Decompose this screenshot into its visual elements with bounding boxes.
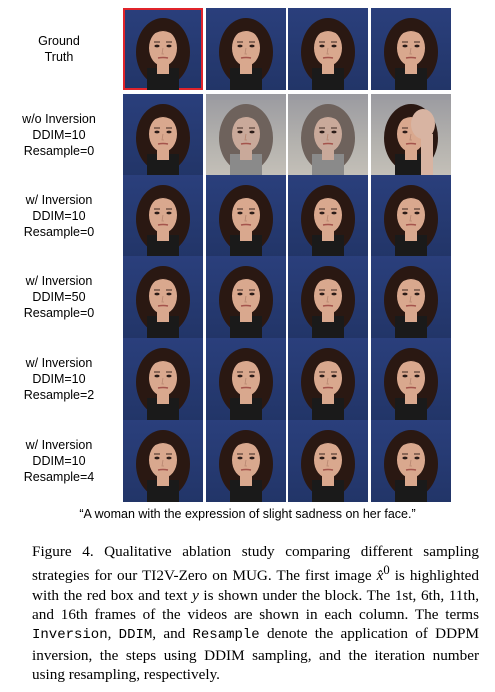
- row-label-line: w/ Inversion: [25, 274, 93, 288]
- video-frame-image: [288, 175, 368, 257]
- row-label: w/ Inversion DDIM=50 Resample=0: [0, 256, 118, 338]
- row-label-line: w/ Inversion: [25, 356, 93, 370]
- video-frame-image: [371, 256, 451, 338]
- row-label: w/ Inversion DDIM=10 Resample=2: [0, 338, 118, 420]
- row-label-line: DDIM=10: [32, 372, 86, 386]
- figure-row: Ground Truth: [0, 8, 495, 90]
- row-label: Ground Truth: [0, 8, 118, 90]
- figure-row: w/ Inversion DDIM=10 Resample=2: [0, 338, 495, 420]
- caption-var-x: x̂: [376, 567, 384, 585]
- video-frame-image: [288, 420, 368, 502]
- row-label-line: DDIM=10: [32, 454, 86, 468]
- row-label-line: w/ Inversion: [25, 438, 93, 452]
- video-frame-image: [371, 338, 451, 420]
- caption-term-resample: Resample: [192, 627, 260, 644]
- caption-part: , and: [152, 625, 193, 643]
- figure-row: w/ Inversion DDIM=10 Resample=4: [0, 420, 495, 502]
- caption-part: is highlighted with the red box and text: [32, 567, 479, 604]
- row-label-line: DDIM=10: [32, 128, 86, 142]
- caption-part: is shown under the block. The 1st, 6th, …: [32, 586, 479, 623]
- video-frame-image: [206, 420, 286, 502]
- video-frame-image: [288, 8, 368, 90]
- caption-term-ddim: DDIM: [118, 627, 153, 644]
- caption-part: Figure 4. Qualitative ablation study com…: [32, 543, 479, 585]
- caption-sup: 0: [383, 563, 390, 578]
- figure-caption: Figure 4. Qualitative ablation study com…: [32, 542, 479, 684]
- row-label-line: DDIM=50: [32, 290, 86, 304]
- video-frame-image: [123, 420, 203, 502]
- figure-row: w/o Inversion DDIM=10 Resample=0: [0, 94, 495, 176]
- row-label-line: DDIM=10: [32, 209, 86, 223]
- row-label: w/ Inversion DDIM=10 Resample=0: [0, 175, 118, 257]
- row-label: w/o Inversion DDIM=10 Resample=0: [0, 94, 118, 176]
- row-label-line: Resample=2: [23, 388, 95, 402]
- video-frame-image: [371, 420, 451, 502]
- video-frame-image: [206, 338, 286, 420]
- row-label-line: Ground: [38, 34, 80, 48]
- caption-part: ,: [107, 625, 119, 643]
- video-frame-image: [123, 94, 203, 176]
- video-frame-image: [206, 256, 286, 338]
- figure-row: w/ Inversion DDIM=50 Resample=0: [0, 256, 495, 338]
- row-label: w/ Inversion DDIM=10 Resample=4: [0, 420, 118, 502]
- video-frame-image: [288, 94, 368, 176]
- caption-term-inversion: Inversion: [32, 627, 108, 644]
- row-label-line: w/o Inversion: [22, 112, 96, 126]
- video-frame-image: [288, 256, 368, 338]
- figure-row: w/ Inversion DDIM=10 Resample=0: [0, 175, 495, 257]
- row-label-line: Resample=0: [23, 306, 95, 320]
- video-frame-image: [123, 256, 203, 338]
- video-frame-image: [206, 94, 286, 176]
- video-frame-image: [288, 338, 368, 420]
- row-label-line: Resample=0: [23, 225, 95, 239]
- caption-part: denote the application of DDPM inversion…: [32, 625, 479, 683]
- row-label-line: w/ Inversion: [25, 193, 93, 207]
- caption-var-y: y: [192, 586, 199, 604]
- video-frame-image: [371, 175, 451, 257]
- video-frame-image: [123, 338, 203, 420]
- prompt-text: “A woman with the expression of slight s…: [79, 507, 416, 521]
- row-label-line: Resample=0: [23, 144, 95, 158]
- video-frame-image: [206, 175, 286, 257]
- video-frame-image: [371, 94, 451, 176]
- video-frame-image: [123, 175, 203, 257]
- row-label-line: Truth: [44, 50, 74, 64]
- video-frame-image: [206, 8, 286, 90]
- highlighted-first-frame-image: [123, 8, 203, 90]
- row-label-line: Resample=4: [23, 470, 95, 484]
- video-frame-image: [371, 8, 451, 90]
